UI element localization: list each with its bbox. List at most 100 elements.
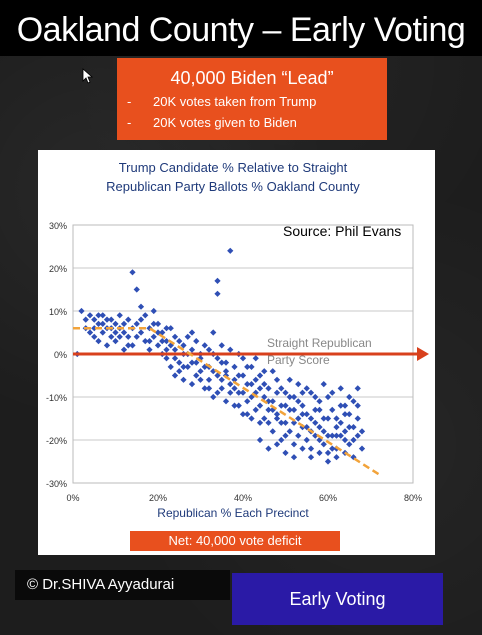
chart-source: Source: Phil Evans — [283, 223, 402, 239]
data-point — [346, 423, 353, 431]
title-bar: Oakland County – Early Voting — [0, 0, 482, 56]
data-point — [290, 393, 298, 401]
data-point — [350, 423, 357, 431]
data-point — [244, 411, 251, 418]
data-point — [320, 380, 327, 388]
data-point — [299, 389, 306, 396]
data-point — [188, 380, 196, 388]
data-point — [193, 372, 200, 379]
data-point — [354, 432, 361, 439]
data-point — [218, 342, 225, 349]
data-point — [248, 363, 255, 371]
data-point — [82, 316, 89, 323]
data-point — [337, 432, 344, 439]
data-point — [125, 333, 132, 340]
y-tick-label: 0% — [54, 350, 67, 360]
x-tick-label: 60% — [319, 493, 337, 503]
data-point — [299, 445, 306, 452]
data-point — [227, 346, 234, 353]
data-point — [91, 333, 98, 340]
data-point — [214, 290, 221, 297]
data-point — [235, 372, 242, 379]
data-point — [252, 376, 259, 383]
data-point — [282, 389, 289, 396]
chart-panel: Trump Candidate % Relative to Straight Re… — [38, 150, 435, 555]
data-point — [265, 445, 272, 452]
data-point — [214, 277, 221, 285]
data-point — [133, 320, 140, 328]
lead-item: - 20K votes taken from Trump — [127, 94, 316, 110]
data-point — [316, 449, 323, 457]
data-point — [227, 380, 234, 388]
data-point — [86, 312, 94, 319]
data-point — [320, 415, 327, 422]
data-point — [278, 385, 285, 392]
data-point — [188, 346, 196, 353]
data-point — [201, 385, 208, 392]
data-point — [231, 385, 238, 392]
x-axis-label: Republican % Each Precinct — [157, 506, 309, 520]
data-point — [329, 406, 336, 414]
data-point — [210, 393, 217, 401]
data-point — [171, 346, 179, 353]
data-point — [239, 355, 247, 362]
data-point — [273, 411, 281, 418]
data-point — [176, 359, 183, 366]
data-point — [205, 376, 213, 383]
data-point — [329, 432, 336, 439]
data-point — [286, 376, 293, 383]
data-point — [201, 342, 208, 349]
x-tick-label: 0% — [66, 493, 79, 503]
lead-callout: 40,000 Biden “Lead” - 20K votes taken fro… — [117, 58, 387, 140]
data-point — [290, 454, 298, 461]
lead-item: - 20K votes given to Biden — [127, 115, 297, 131]
lead-item-text: 20K votes taken from Trump — [153, 94, 317, 109]
data-point — [324, 415, 332, 422]
data-point — [346, 393, 353, 401]
lead-item-dash: - — [127, 94, 132, 109]
data-point — [184, 363, 191, 371]
data-point — [341, 411, 349, 418]
data-point — [214, 389, 221, 396]
data-point — [295, 415, 302, 422]
data-point — [307, 389, 315, 396]
data-point — [137, 329, 145, 336]
data-point — [256, 372, 264, 379]
data-point — [324, 449, 332, 457]
net-deficit-label: Net: 40,000 vote deficit — [130, 531, 340, 551]
data-point — [176, 337, 183, 345]
lead-item-text: 20K votes given to Biden — [153, 115, 297, 130]
data-point — [286, 428, 293, 435]
data-point — [261, 415, 268, 422]
data-point — [316, 398, 323, 405]
data-point — [176, 368, 183, 375]
data-point — [282, 449, 289, 457]
data-point — [205, 385, 213, 392]
data-point — [299, 411, 306, 418]
data-point — [346, 441, 353, 448]
data-point — [248, 415, 255, 422]
data-point — [252, 355, 259, 362]
data-point — [180, 363, 187, 371]
data-point — [273, 441, 281, 448]
arrow-head-icon — [417, 347, 429, 361]
early-voting-label: Early Voting — [232, 573, 443, 625]
data-point — [120, 346, 128, 353]
lead-title: 40,000 Biden “Lead” — [170, 68, 334, 88]
data-point — [180, 342, 187, 349]
data-point — [295, 432, 302, 439]
data-point — [273, 376, 281, 383]
data-point — [188, 329, 196, 336]
data-point — [193, 337, 200, 345]
data-point — [358, 445, 366, 452]
data-point — [146, 337, 153, 345]
data-point — [239, 372, 247, 379]
data-point — [337, 385, 344, 392]
data-point — [95, 337, 102, 345]
data-point — [120, 320, 128, 328]
data-point — [222, 398, 230, 405]
data-point — [163, 325, 170, 332]
data-point — [303, 411, 310, 418]
y-tick-label: 10% — [49, 307, 67, 317]
data-point — [116, 333, 123, 340]
